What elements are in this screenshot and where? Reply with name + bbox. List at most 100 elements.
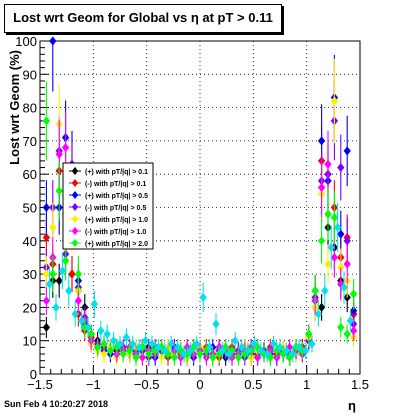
data-point: [119, 349, 127, 359]
data-point: [161, 346, 169, 356]
data-point: [167, 339, 175, 349]
data-point: [74, 269, 83, 279]
data-point: [116, 339, 124, 349]
y-tick-label: 100: [15, 34, 37, 49]
data-point: [71, 309, 79, 319]
data-point: [343, 329, 351, 339]
data-point: [129, 339, 137, 349]
x-axis-title: η: [348, 398, 356, 413]
data-point: [65, 286, 73, 296]
data-point: [106, 346, 115, 356]
data-point: [74, 296, 83, 306]
data-point: [45, 279, 54, 289]
data-point: [333, 222, 342, 233]
data-point: [343, 259, 351, 269]
data-point: [221, 342, 230, 352]
series-group: [45, 202, 355, 363]
data-point: [231, 336, 239, 346]
legend-entry: (+) with pT/|q| > 0.1: [85, 169, 148, 176]
legend-entry: (+) with pT/|q| > 0.5: [85, 193, 148, 200]
data-point: [90, 299, 99, 309]
y-tick-label: 90: [23, 67, 37, 82]
data-point: [49, 222, 57, 233]
data-point: [186, 346, 195, 356]
data-point: [349, 326, 358, 336]
data-point: [253, 352, 262, 362]
data-point: [68, 269, 76, 279]
data-point: [346, 316, 355, 326]
legend-marker: [71, 227, 79, 235]
data-point: [42, 269, 51, 279]
y-tick-label: 20: [23, 300, 37, 315]
data-point: [145, 349, 153, 359]
legend-marker: [71, 203, 79, 211]
data-point: [135, 342, 143, 352]
legend-marker: [71, 239, 79, 247]
data-point: [343, 146, 351, 156]
data-point: [282, 346, 291, 356]
y-tick-label: 40: [23, 234, 37, 249]
legend-marker: [71, 167, 79, 175]
data-point: [132, 352, 140, 362]
data-point: [257, 346, 265, 356]
data-point: [234, 352, 243, 362]
data-point: [324, 209, 332, 219]
data-point: [295, 342, 303, 352]
x-tick-label: −1: [86, 377, 101, 392]
y-tick-label: 60: [23, 167, 37, 182]
data-point: [100, 349, 108, 359]
data-point: [327, 242, 335, 253]
data-point: [244, 346, 252, 356]
data-point: [55, 149, 63, 159]
data-point: [301, 346, 310, 356]
legend-marker: [71, 191, 79, 199]
data-point: [97, 326, 105, 336]
data-point: [317, 136, 326, 146]
y-tick-label: 0: [30, 367, 37, 382]
data-point: [337, 229, 345, 239]
y-tick-label: 30: [23, 267, 37, 282]
legend-marker: [71, 215, 79, 223]
data-point: [77, 316, 86, 326]
data-point: [170, 352, 179, 362]
data-point: [154, 342, 163, 352]
data-point: [308, 339, 316, 349]
x-tick-label: 0: [196, 377, 203, 392]
data-point: [250, 339, 259, 349]
y-tick-label: 10: [23, 334, 37, 349]
x-tick-label: 0.5: [244, 377, 262, 392]
data-point: [42, 232, 51, 243]
data-point: [330, 212, 339, 223]
data-point: [100, 339, 108, 349]
data-point: [324, 159, 332, 169]
x-tick-label: −0.5: [134, 377, 160, 392]
x-tick-label: 1: [303, 377, 310, 392]
data-point: [317, 182, 326, 193]
legend-box: [62, 162, 154, 250]
y-tick-label: 50: [23, 201, 37, 216]
data-point: [321, 286, 329, 296]
data-point: [330, 96, 339, 106]
data-point: [141, 336, 150, 346]
data-point: [212, 319, 220, 329]
data-point: [311, 286, 319, 296]
data-point: [199, 292, 207, 303]
data-point: [93, 342, 102, 352]
data-point: [314, 309, 323, 319]
data-point: [103, 329, 111, 339]
data-point: [157, 352, 166, 362]
data-point: [42, 116, 51, 126]
chart-title: Lost wrt Geom for Global vs η at pT > 0.…: [13, 10, 273, 25]
data-point: [42, 322, 51, 333]
series-group: [42, 81, 358, 366]
data-point: [58, 266, 67, 276]
data-point: [305, 329, 313, 339]
data-point: [173, 342, 182, 352]
data-point: [276, 342, 284, 352]
legend-entry: (+) with pT/|q| > 1.0: [85, 217, 148, 224]
data-point: [225, 349, 233, 359]
data-point: [193, 339, 201, 349]
data-point: [205, 342, 214, 352]
data-point: [317, 302, 326, 313]
